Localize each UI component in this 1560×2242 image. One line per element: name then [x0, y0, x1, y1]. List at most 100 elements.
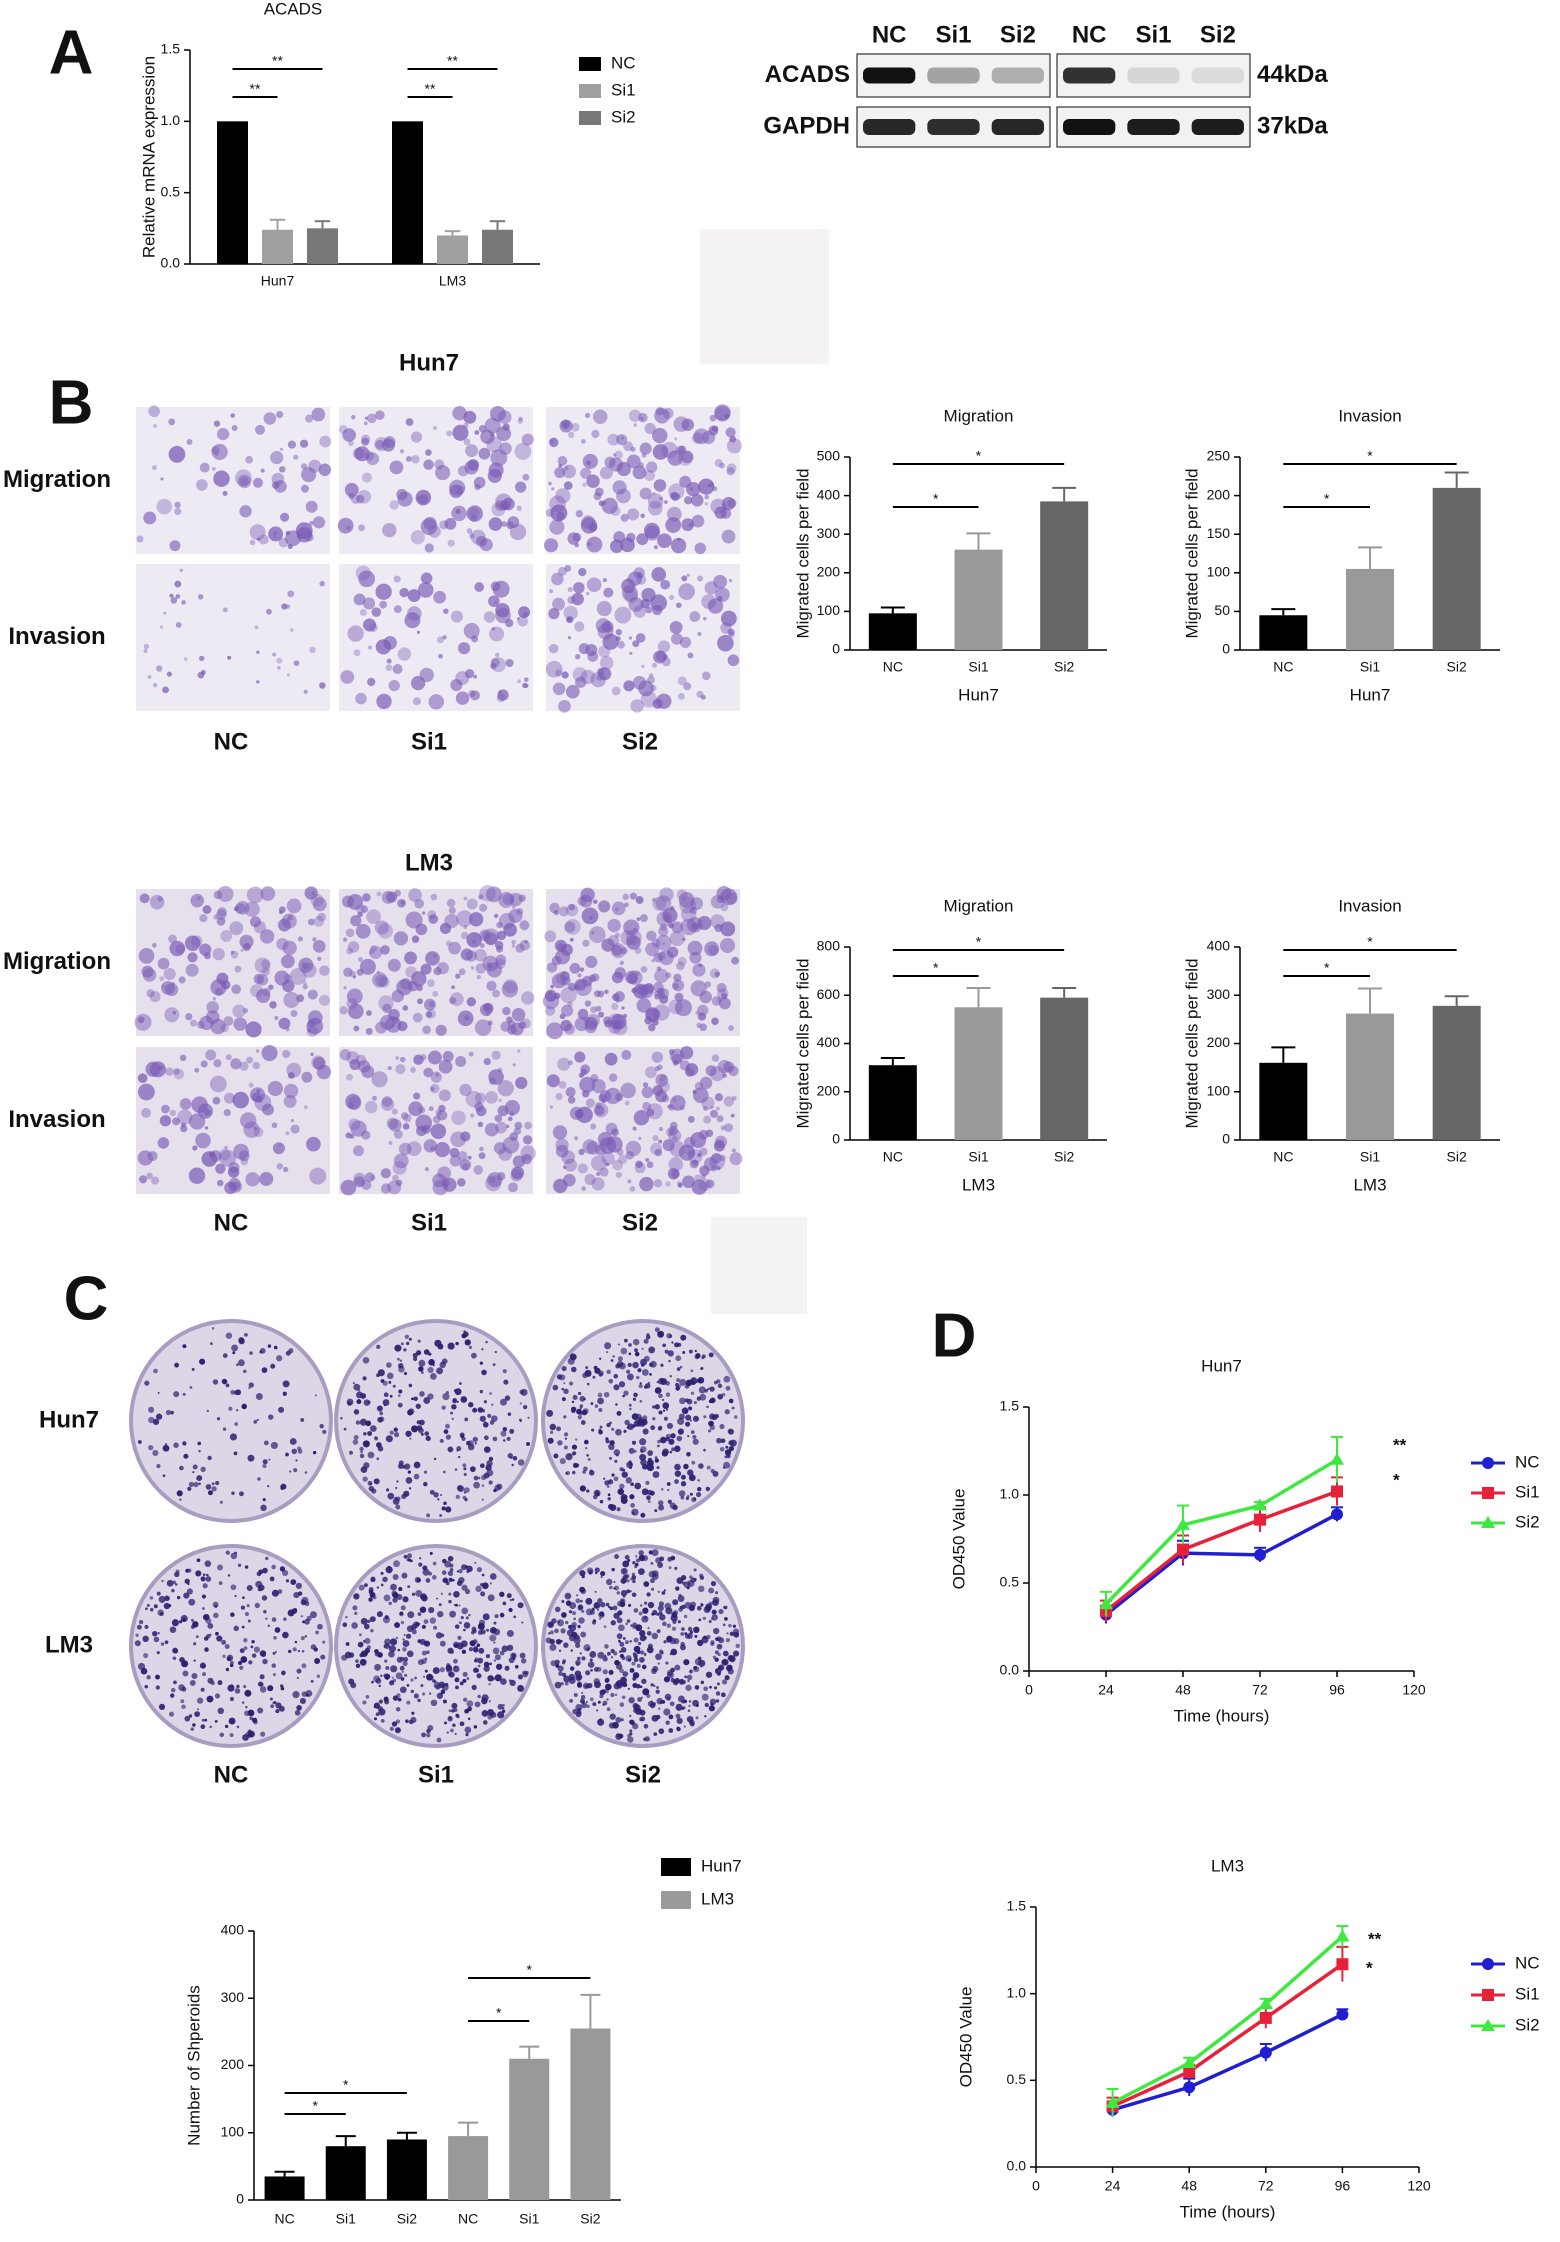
colony-dot	[650, 1700, 653, 1703]
colony-dot	[202, 1607, 205, 1610]
colony-dot	[222, 1654, 226, 1658]
cell-blob	[622, 893, 629, 901]
cell-blob	[493, 601, 497, 605]
cell-blob	[376, 693, 392, 710]
colony-dot	[554, 1659, 560, 1665]
cell-blob	[495, 652, 500, 658]
cell-blob	[550, 504, 568, 522]
cell-blob	[402, 1123, 410, 1130]
cell-blob	[487, 468, 502, 483]
colony-dot	[192, 1471, 195, 1474]
cell-blob	[470, 966, 475, 970]
colony-dot	[166, 1579, 174, 1587]
cell-blob	[287, 914, 293, 921]
colony-dot	[455, 1341, 459, 1346]
cell-blob	[628, 409, 642, 422]
colony-dot	[447, 1716, 453, 1722]
colony-dot	[427, 1724, 434, 1731]
cell-blob	[215, 1163, 226, 1175]
colony-dot	[206, 1409, 209, 1413]
cell-blob	[157, 896, 163, 902]
colony-dot	[488, 1682, 491, 1686]
bar	[954, 549, 1003, 650]
cell-blob	[422, 911, 426, 915]
colony-dot	[257, 1587, 262, 1592]
colony-dot	[471, 1626, 477, 1632]
cell-blob	[714, 506, 727, 519]
colony-dot	[554, 1628, 559, 1634]
cell-blob	[620, 1082, 636, 1099]
colony-dot	[398, 1366, 405, 1373]
colony-dot	[689, 1492, 693, 1496]
cell-blob	[371, 607, 382, 617]
colony-dot	[440, 1689, 446, 1695]
cell-blob	[586, 577, 602, 593]
cell-blob	[642, 1101, 652, 1111]
colony-dot	[401, 1670, 404, 1673]
colony-dot	[360, 1450, 363, 1454]
cell-blob	[391, 1108, 398, 1115]
colony-dot	[607, 1503, 614, 1510]
colony-dot	[295, 1459, 298, 1462]
cell-blob	[558, 463, 563, 468]
blot-band	[1127, 119, 1180, 135]
y-axis-label: Relative mRNA expression	[139, 56, 158, 258]
colony-dot	[625, 1655, 632, 1662]
colony-dot	[464, 1417, 469, 1422]
colony-dot	[671, 1341, 674, 1344]
colony-dot	[237, 1660, 243, 1666]
colony-dot	[639, 1438, 647, 1446]
cell-blob	[443, 608, 449, 614]
cell-blob	[646, 930, 657, 942]
cell-blob	[175, 621, 182, 628]
colony-dot	[384, 1673, 391, 1680]
colony-dot	[618, 1639, 621, 1642]
colony-dot	[447, 1342, 455, 1350]
cell-blob	[393, 931, 409, 946]
cell-blob	[283, 1083, 299, 1099]
colony-dot	[394, 1344, 402, 1352]
colony-dot	[512, 1455, 518, 1461]
colony-dot	[273, 1700, 277, 1705]
cell-blob	[239, 477, 249, 487]
cell-blob	[561, 671, 569, 679]
colony-dot	[572, 1470, 576, 1475]
cell-blob	[575, 676, 587, 688]
colony-dot	[304, 1471, 308, 1474]
cell-blob	[727, 628, 735, 636]
colony-dot	[703, 1686, 709, 1692]
colony-dot	[291, 1448, 298, 1455]
colony-dot	[677, 1595, 685, 1602]
colony-dot	[362, 1356, 370, 1364]
cell-blob	[510, 1169, 523, 1182]
colony-dot	[187, 1583, 190, 1586]
cell-blob	[584, 1173, 596, 1186]
colony-dot	[497, 1703, 504, 1710]
colony-dot	[458, 1604, 461, 1607]
cell-blob	[623, 919, 640, 936]
colony-dot	[667, 1488, 670, 1492]
colony-dot	[596, 1492, 600, 1497]
colony-dot	[400, 1620, 405, 1625]
colony-dot	[253, 1720, 258, 1725]
colony-dot	[613, 1682, 621, 1690]
colony-dot	[168, 1711, 175, 1717]
cell-blob	[162, 984, 167, 989]
cell-blob	[232, 1091, 250, 1109]
colony-dot	[602, 1703, 605, 1707]
cell-blob	[434, 1142, 450, 1158]
cell-blob	[170, 597, 178, 604]
colony-dot	[639, 1657, 645, 1663]
cell-blob	[349, 1133, 355, 1139]
colony-dot	[661, 1450, 668, 1457]
colony-dot	[406, 1650, 414, 1658]
colony-dot	[276, 1355, 283, 1362]
significance-label: *	[527, 1962, 533, 1978]
cell-blob	[343, 967, 353, 978]
cell-blob	[490, 449, 508, 467]
colony-dot	[297, 1591, 303, 1596]
cell-blob	[466, 997, 476, 1007]
cell-blob	[231, 984, 241, 994]
colony-dot	[680, 1334, 687, 1341]
colony-dot	[699, 1665, 703, 1668]
